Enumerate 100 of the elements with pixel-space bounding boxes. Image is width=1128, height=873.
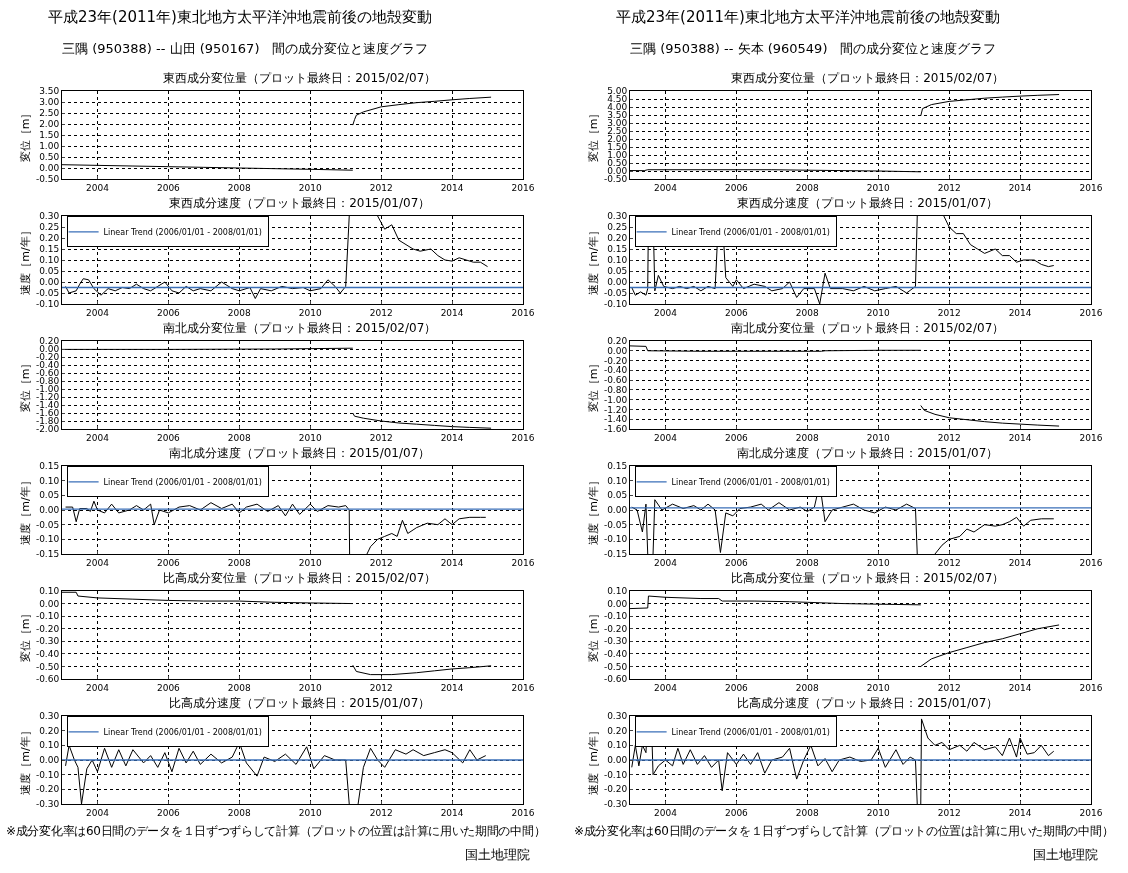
y-tick-label: -0.10 [603,611,628,622]
y-tick-label: 0.20 [39,233,60,244]
y-tick-label: 0.00 [607,277,628,288]
y-tick-label: -0.60 [603,375,628,386]
y-tick-label: -0.40 [35,649,60,660]
x-tick-label: 2004 [654,307,678,318]
y-axis-title: 変位［m］ [586,607,600,663]
y-axis-title: 速度［m/年］ [586,225,600,295]
y-tick-label: -1.40 [603,414,628,425]
y-tick-label: -0.15 [603,549,628,560]
x-tick-label: 2010 [298,432,322,443]
x-tick-label: 2014 [440,557,464,568]
y-tick-label: -0.60 [35,368,60,379]
y-tick-label: 0.10 [39,740,60,751]
x-tick-label: 2016 [511,432,535,443]
y-tick-label: 0.50 [39,152,60,163]
x-tick-label: 2014 [1008,432,1032,443]
y-tick-label: -0.30 [603,799,628,810]
y-tick-label: -0.20 [35,623,60,634]
x-tick-label: 2012 [937,807,961,818]
y-tick-label: -0.40 [603,649,628,660]
x-tick-label: 2006 [156,182,181,193]
x-tick-label: 2004 [654,182,678,193]
y-tick-label: 0.05 [39,266,60,277]
x-tick-label: 2008 [227,432,252,443]
x-tick-label: 2014 [440,682,464,693]
y-tick-label: -1.80 [35,416,60,427]
y-tick-label: -0.10 [603,299,628,310]
y-tick-label: -0.80 [603,385,628,396]
y-tick-label: 0.10 [39,586,60,597]
x-tick-label: 2004 [86,307,110,318]
text: 国土地理院 [465,846,530,864]
y-tick-label: -0.05 [35,519,60,530]
text: 国土地理院 [1033,846,1098,864]
chart-title: 比高成分変位量（プロット最終日：2015/02/07） [163,571,437,586]
y-tick-label: 3.00 [39,97,60,108]
y-tick-label: 0.25 [607,222,628,233]
x-tick-label: 2006 [156,557,181,568]
x-tick-label: 2014 [1008,182,1032,193]
x-tick-label: 2010 [866,682,890,693]
x-tick-label: 2010 [298,307,322,318]
y-tick-label: 0.15 [39,461,60,472]
y-tick-label: 1.00 [39,141,60,152]
chart-title: 比高成分速度（プロット最終日：2015/01/07） [169,696,431,711]
x-tick-label: 2012 [369,182,393,193]
text: 平成23年(2011年)東北地方太平洋沖地震前後の地殻変動 [616,8,1000,27]
legend-label: Linear Trend (2006/01/01 - 2008/01/01) [103,478,262,488]
y-tick-label: 2.00 [39,119,60,130]
y-tick-label: -0.05 [603,519,628,530]
y-tick-label: 2.50 [607,126,628,137]
x-tick-label: 2012 [369,807,393,818]
x-tick-label: 2012 [937,307,961,318]
text: 三隅 (950388) -- 山田 (950167) 間の成分変位と速度グラフ [62,40,429,58]
x-tick-label: 2006 [724,432,749,443]
x-tick-label: 2014 [1008,807,1032,818]
chart-title: 南北成分変位量（プロット最終日：2015/02/07） [731,321,1005,336]
x-tick-label: 2012 [937,182,961,193]
x-tick-label: 2008 [795,307,820,318]
y-tick-label: 0.05 [39,490,60,501]
y-tick-label: 0.10 [39,255,60,266]
y-axis-title: 速度［m/年］ [18,225,32,295]
y-tick-label: 0.30 [39,711,60,722]
x-tick-label: 2010 [866,182,890,193]
y-axis-title: 変位［m］ [18,357,32,413]
text: 三隅 (950388) -- 矢本 (960549) 間の成分変位と速度グラフ [630,40,997,58]
y-tick-label: -0.20 [603,355,628,366]
y-tick-label: -1.20 [35,392,60,403]
x-tick-label: 2010 [866,432,890,443]
legend-label: Linear Trend (2006/01/01 - 2008/01/01) [671,728,830,738]
x-tick-label: 2006 [724,807,749,818]
x-tick-label: 2010 [298,682,322,693]
x-tick-label: 2016 [511,682,535,693]
chart-title: 東西成分速度（プロット最終日：2015/01/07） [169,196,431,211]
x-tick-label: 2012 [369,307,393,318]
y-tick-label: 0.20 [39,725,60,736]
y-tick-label: -0.20 [603,784,628,795]
x-tick-label: 2014 [1008,307,1032,318]
x-tick-label: 2010 [866,307,890,318]
x-tick-label: 2012 [937,557,961,568]
y-tick-label: 0.10 [607,586,628,597]
y-axis-title: 速度［m/年］ [18,725,32,795]
y-tick-label: -1.60 [603,424,628,435]
y-tick-label: 2.00 [607,134,628,145]
legend-label: Linear Trend (2006/01/01 - 2008/01/01) [103,728,262,738]
y-tick-label: 1.50 [39,130,60,141]
y-tick-label: -0.50 [603,661,628,672]
y-tick-label: -0.40 [603,365,628,376]
x-tick-label: 2010 [298,807,322,818]
y-tick-label: 0.20 [607,336,628,347]
y-tick-label: -1.20 [603,404,628,415]
x-tick-label: 2012 [369,557,393,568]
y-tick-label: 0.25 [39,222,60,233]
y-tick-label: 0.00 [39,344,60,355]
y-tick-label: -0.15 [35,549,60,560]
x-tick-label: 2010 [298,557,322,568]
x-tick-label: 2008 [795,557,820,568]
y-axis-title: 速度［m/年］ [586,725,600,795]
y-tick-label: 0.00 [607,505,628,516]
x-tick-label: 2010 [298,182,322,193]
y-tick-label: 0.30 [607,211,628,222]
